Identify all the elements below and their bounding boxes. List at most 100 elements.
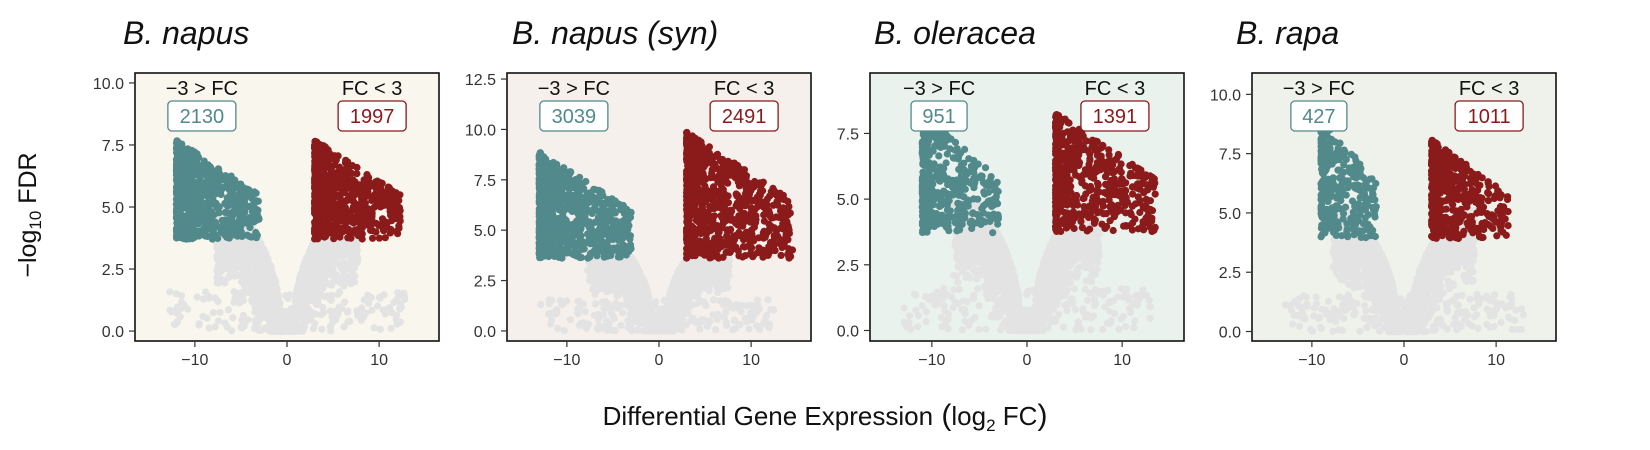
- up-regulated-point: [357, 192, 365, 200]
- nonsig-point: [365, 299, 373, 307]
- down-regulated-point: [245, 203, 253, 211]
- up-regulated-point: [329, 174, 337, 182]
- nonsig-point: [327, 296, 335, 304]
- down-regulated-point: [254, 197, 262, 205]
- down-regulated-point: [226, 180, 234, 188]
- nonsig-point: [240, 319, 248, 327]
- nonsig-point: [203, 314, 211, 322]
- nonsig-point: [214, 298, 222, 306]
- nonsig-point: [205, 292, 213, 300]
- nonsig-point: [195, 320, 203, 328]
- panel-2: B. napus (syn)−10 0 100.02.55.07.510.012.5…: [465, 15, 812, 369]
- down-regulated: [172, 137, 263, 243]
- up-regulated-point: [320, 168, 328, 176]
- nonsig-point: [332, 253, 340, 261]
- x-tick-label: 10: [370, 352, 388, 369]
- up-regulated-point: [333, 203, 341, 211]
- down-regulated-point: [197, 205, 206, 213]
- up-regulated-point: [318, 184, 326, 192]
- nonsig-point: [255, 303, 263, 311]
- panels-group: B. napus−10 0 100.02.55.07.510.0 −3 > FC FC …: [93, 15, 1557, 369]
- nonsig-point: [276, 308, 284, 316]
- down-regulated-point: [221, 172, 229, 180]
- nonsig-point: [296, 301, 304, 309]
- down-regulated-point: [184, 213, 193, 221]
- nonsig-point: [312, 266, 320, 275]
- nonsig-point: [307, 258, 315, 266]
- up-regulated-point: [372, 228, 380, 236]
- down-threshold-label: −3 > FC: [166, 78, 238, 100]
- down-regulated-point: [196, 184, 204, 192]
- nonsig-point: [213, 252, 221, 260]
- down-regulated-point: [181, 146, 189, 154]
- down-regulated-point: [204, 175, 212, 184]
- nonsig-point: [283, 311, 291, 319]
- nonsig-point: [238, 247, 246, 256]
- nonsig-point: [358, 304, 366, 312]
- up-regulated-point: [332, 156, 340, 164]
- panel-1: B. napus−10 0 100.02.55.07.510.0 −3 > FC FC …: [93, 15, 440, 369]
- down-regulated-point: [214, 234, 222, 242]
- nonsig-point: [311, 320, 319, 328]
- nonsig-point: [264, 299, 272, 307]
- down-regulated-point: [221, 208, 229, 217]
- nonsig-point: [335, 261, 344, 269]
- nonsig-point: [313, 257, 321, 265]
- nonsig-point: [282, 291, 290, 300]
- down-regulated-point: [211, 173, 219, 181]
- nonsig-point: [253, 243, 261, 251]
- x-axis-label-main: Differential Gene Expression: [603, 401, 933, 431]
- nonsig-point: [327, 281, 336, 289]
- nonsig-point: [327, 327, 335, 335]
- nonsig-point: [337, 305, 346, 313]
- nonsig-point: [281, 319, 289, 328]
- nonsig-point: [224, 306, 233, 314]
- nonsig-point: [290, 321, 298, 329]
- nonsig-point: [302, 266, 310, 274]
- down-regulated-point: [214, 180, 222, 188]
- down-regulated-point: [193, 150, 201, 158]
- nonsig-point: [340, 323, 348, 331]
- down-regulated-point: [184, 153, 192, 161]
- up-regulated-point: [394, 230, 402, 238]
- nonsig-point: [311, 310, 319, 318]
- nonsig-point: [250, 250, 258, 258]
- nonsig-point: [396, 318, 404, 326]
- down-regulated-point: [175, 161, 183, 169]
- nonsig-point: [243, 243, 251, 252]
- nonsig-point: [200, 295, 208, 303]
- nonsig-point: [223, 323, 231, 331]
- x-tick-label: −10: [181, 352, 208, 369]
- x-tick-label: 0: [283, 352, 292, 369]
- up-regulated-point: [363, 187, 371, 195]
- up-regulated-point: [323, 201, 331, 209]
- up-regulated-point: [367, 215, 375, 224]
- down-regulated-point: [221, 231, 229, 239]
- nonsig-point: [218, 278, 226, 286]
- down-count-badge-box: [167, 100, 237, 132]
- nonsig-point: [336, 279, 344, 287]
- up-regulated-point: [391, 204, 400, 212]
- nonsig-point: [220, 262, 228, 270]
- nonsig-point: [341, 298, 349, 306]
- up-regulated-point: [350, 192, 358, 200]
- nonsig-point: [231, 272, 239, 280]
- up-threshold-label: FC < 3: [342, 78, 403, 100]
- nonsig-point: [354, 256, 362, 264]
- nonsig-point: [253, 280, 262, 288]
- nonsig-point: [209, 309, 217, 317]
- up-regulated-point: [367, 221, 375, 229]
- nonsig-point: [308, 281, 316, 290]
- down-regulated-point: [187, 194, 195, 202]
- nonsig-point: [298, 295, 306, 303]
- x-axis-label-close-paren: ): [1037, 399, 1047, 432]
- down-regulated-point: [222, 216, 230, 224]
- up-regulated-point: [317, 177, 325, 185]
- up-regulated-point: [311, 206, 319, 214]
- up-regulated-point: [361, 178, 370, 186]
- down-regulated-point: [248, 194, 256, 202]
- up-regulated-point: [313, 156, 321, 164]
- panel-title: B. napus: [123, 15, 249, 51]
- nonsig-point: [319, 303, 327, 311]
- nonsig-point: [236, 240, 244, 248]
